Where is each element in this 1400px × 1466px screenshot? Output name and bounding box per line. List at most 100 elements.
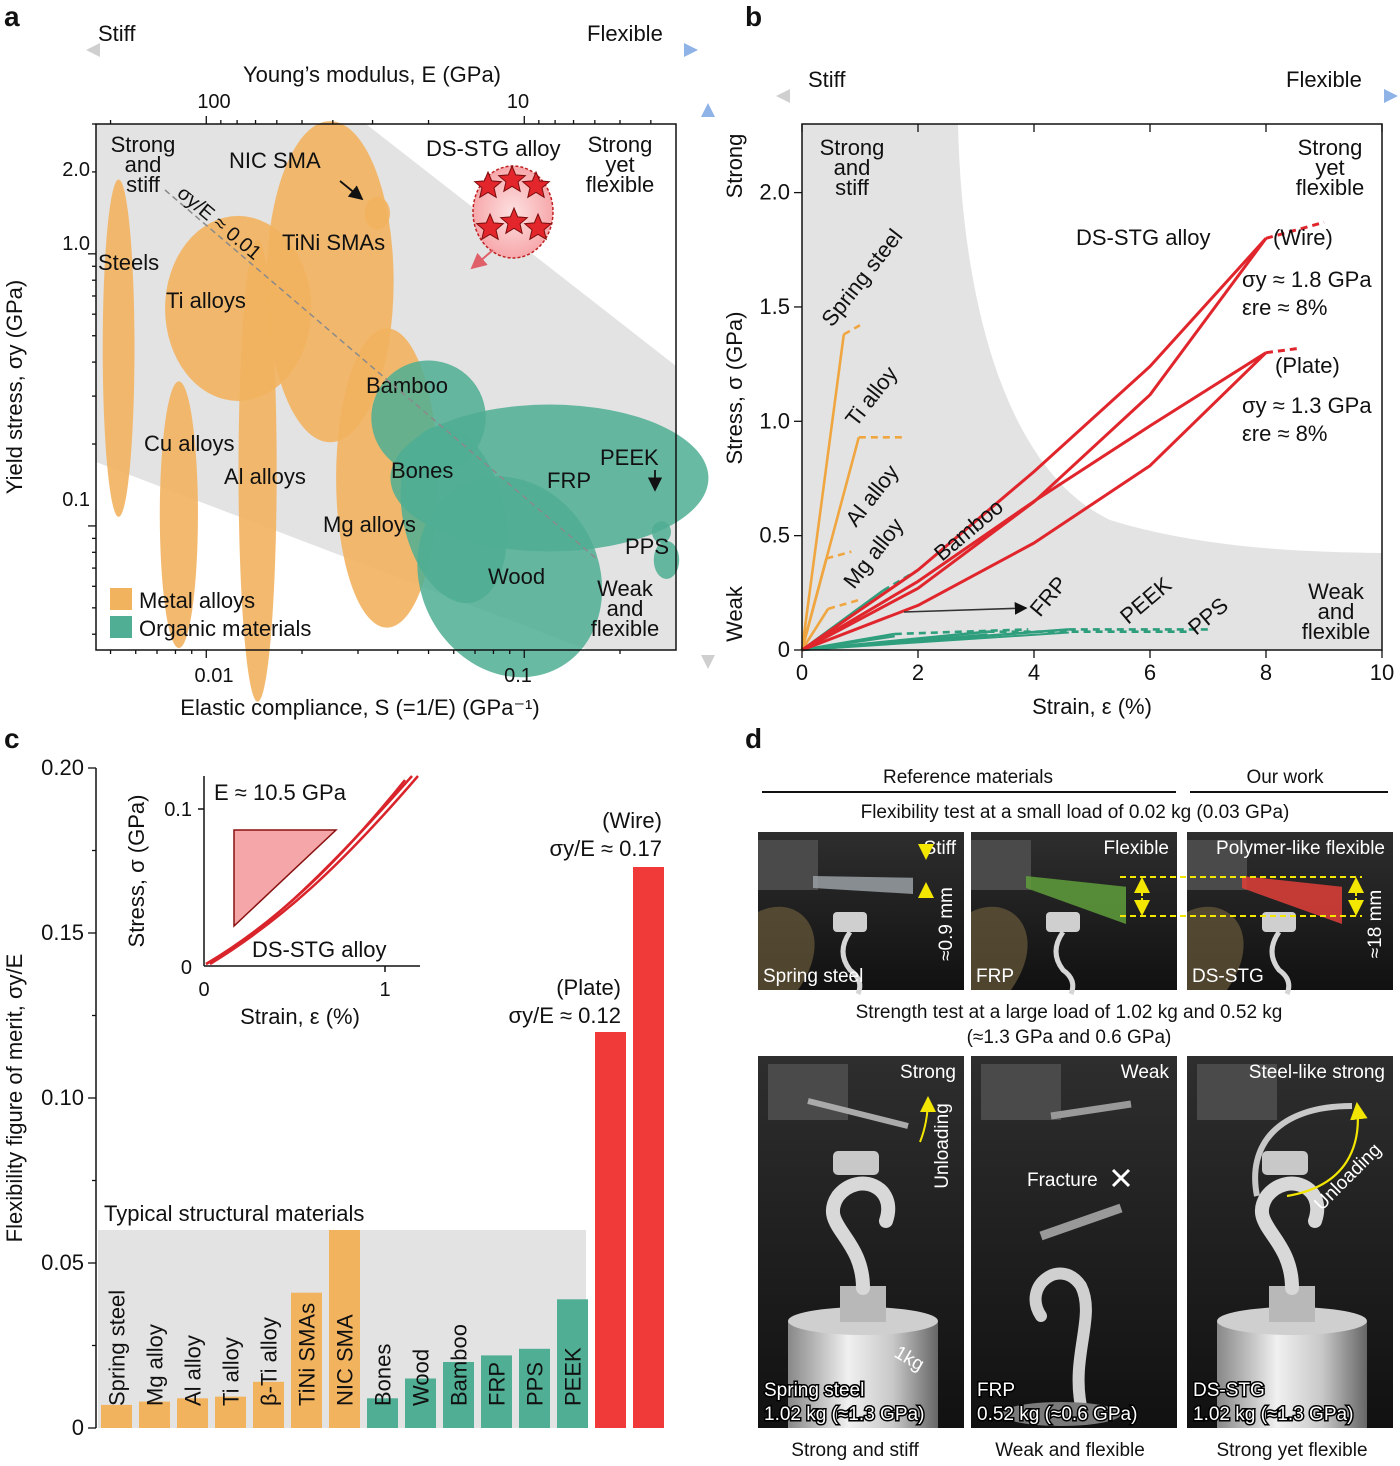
flexibility-photos: Stiff Spring steel ≈0.9 mm Flexible FRP Polym… <box>758 832 1393 995</box>
region-label-mg-alloys: Mg alloys <box>323 512 416 537</box>
curve-unloading-ds-stg-alloy-plate- <box>801 351 1268 652</box>
region-label-cu-alloys: Cu alloys <box>144 431 234 456</box>
inset-x-label: Strain, ε (%) <box>240 1004 360 1029</box>
plate-sigma-b: σy ≈ 1.3 GPa <box>1242 393 1372 418</box>
inset-modulus-label: E ≈ 10.5 GPa <box>214 780 347 805</box>
plate-eps-b: εre ≈ 8% <box>1242 421 1327 446</box>
region-label-wood: Wood <box>488 564 545 589</box>
label-line: Strong <box>820 135 885 160</box>
bar-label-spring-steel: Spring steel <box>105 1290 130 1406</box>
bar-label-tini-smas: TiNi SMAs <box>295 1303 320 1406</box>
region-label-steels: Steels <box>98 250 159 275</box>
dsstg-star <box>521 170 551 199</box>
inset-x-tick-0: 0 <box>198 979 209 1001</box>
x-tick-label: 6 <box>1144 660 1156 685</box>
region-pps <box>653 540 680 579</box>
label-line: and <box>1318 599 1355 624</box>
upper-ring <box>1262 1151 1308 1175</box>
plate-label-b: (Plate) <box>1275 353 1340 378</box>
bar-pps <box>519 1348 550 1428</box>
region-label-al-alloys: Al alloys <box>224 464 306 489</box>
arrow-label-stiff-b: Stiff <box>808 67 846 92</box>
y-tick-label: 0.05 <box>41 1250 84 1275</box>
axis-ticks-c: 0 0.05 0.10 0.15 0.20 <box>41 755 96 1440</box>
x-tick-label: 4 <box>1028 660 1040 685</box>
strength-test-caption-1: Strength test at a large load of 1.02 kg… <box>856 1002 1283 1023</box>
curve-extension-spring-steel <box>843 324 861 336</box>
ratio-guide-line <box>164 189 599 561</box>
region-steels <box>102 179 135 517</box>
dsstg-star <box>497 164 527 193</box>
fallen-weight <box>1001 1402 1121 1426</box>
y-tick-label: 0 <box>778 637 790 662</box>
bar-mg-alloy <box>139 1401 170 1428</box>
machine-shape <box>971 906 1028 990</box>
y-tick-label: 0.10 <box>41 1085 84 1110</box>
clamp-block <box>1187 840 1247 890</box>
dsstg-star <box>499 206 529 235</box>
bar-frp <box>481 1355 512 1428</box>
strength-photo-2: Fracture Weak FRP 0.52 kg (≈0.6 GPa) <box>971 1056 1177 1428</box>
photo-corner-label: Stiff <box>924 838 957 859</box>
panel-letter-c: c <box>4 723 20 754</box>
specimen-strip <box>1242 876 1342 924</box>
label-line: flexible <box>1296 175 1364 200</box>
wire-sigma-b: σy ≈ 1.8 GPa <box>1242 267 1372 292</box>
dsstg-label: DS-STG alloy <box>426 136 560 161</box>
bar-label-wood: Wood <box>409 1349 434 1406</box>
fracture-icon <box>1111 1168 1131 1188</box>
curve-extension-bamboo <box>882 568 919 592</box>
label-line: yet <box>1315 155 1344 180</box>
curve-ds-stg-alloy-wire- <box>801 237 1268 652</box>
curve-ds-stg-alloy-plate- <box>801 351 1267 652</box>
legend-swatch-organic <box>110 616 132 638</box>
curve-extension-ds-stg-alloy-plate- <box>1265 346 1301 355</box>
region-wood <box>417 476 603 678</box>
region-label-bones: Bones <box>391 458 453 483</box>
panel-letter-d: d <box>745 723 762 754</box>
photo-corner-label: Polymer-like flexible <box>1216 838 1385 859</box>
plot-frame-a <box>95 123 677 651</box>
inset-y-label: Stress, σ (GPa) <box>124 795 149 948</box>
x-axis-label-a: Elastic compliance, S (=1/E) (GPa⁻¹) <box>180 695 539 720</box>
label-line: flexible <box>586 172 654 197</box>
clamp-block <box>971 840 1031 890</box>
wire-eps-b: εre ≈ 8% <box>1242 295 1327 320</box>
clamp-block <box>758 840 818 890</box>
ourwork-header: Our work <box>1246 767 1324 788</box>
bar-bones <box>367 1398 398 1428</box>
label-strong-flexible-b: Strong yet flexible <box>1296 135 1364 200</box>
x-axis-label-b: Strain, ε (%) <box>1032 694 1152 719</box>
panel-c: Typical structural materials Spring stee… <box>2 755 664 1440</box>
axis-ticks-a <box>88 116 652 658</box>
inset-chart: 0.1 0 0 1 E ≈ 10.5 GPa DS-STG alloy Stra… <box>124 775 420 1029</box>
y-tick-label: 2.0 <box>759 180 790 205</box>
region-label-frp: FRP <box>547 468 591 493</box>
photo-line-2: 0.52 kg (≈0.6 GPa) <box>977 1404 1137 1425</box>
region-label-pps: PPS <box>625 534 669 559</box>
broken-fragment <box>1039 1203 1123 1241</box>
top-tick-10: 10 <box>507 91 529 113</box>
bar-spring-steel <box>101 1404 132 1428</box>
curve-extension-mg-alloy <box>827 598 861 611</box>
structural-band-label: Typical structural materials <box>104 1201 364 1226</box>
arrow-head-left <box>776 89 790 103</box>
panel-letter-a: a <box>4 1 20 32</box>
label-line: Strong <box>1298 135 1363 160</box>
label-line: Weak <box>1308 579 1365 604</box>
y-tick-label: 0 <box>72 1415 84 1440</box>
panel-letter-b: b <box>745 1 762 32</box>
bar-bamboo <box>443 1362 474 1428</box>
label-line: stiff <box>835 175 870 200</box>
curve-al-alloy <box>800 558 828 651</box>
upper-ring <box>833 1151 879 1175</box>
top-axis-label: Young’s modulus, E (GPa) <box>243 62 501 87</box>
plate-label-c: (Plate) <box>556 975 621 1000</box>
top-tick-100: 100 <box>197 91 230 113</box>
bar-label-peek: PEEK <box>561 1347 586 1406</box>
photo-line-2: 1.02 kg (≈1.3 GPa) <box>1193 1404 1353 1425</box>
wire-label-c: (Wire) <box>602 808 662 833</box>
y-tick-label: 0.5 <box>759 523 790 548</box>
label-strong-stiff-line: and <box>125 152 162 177</box>
